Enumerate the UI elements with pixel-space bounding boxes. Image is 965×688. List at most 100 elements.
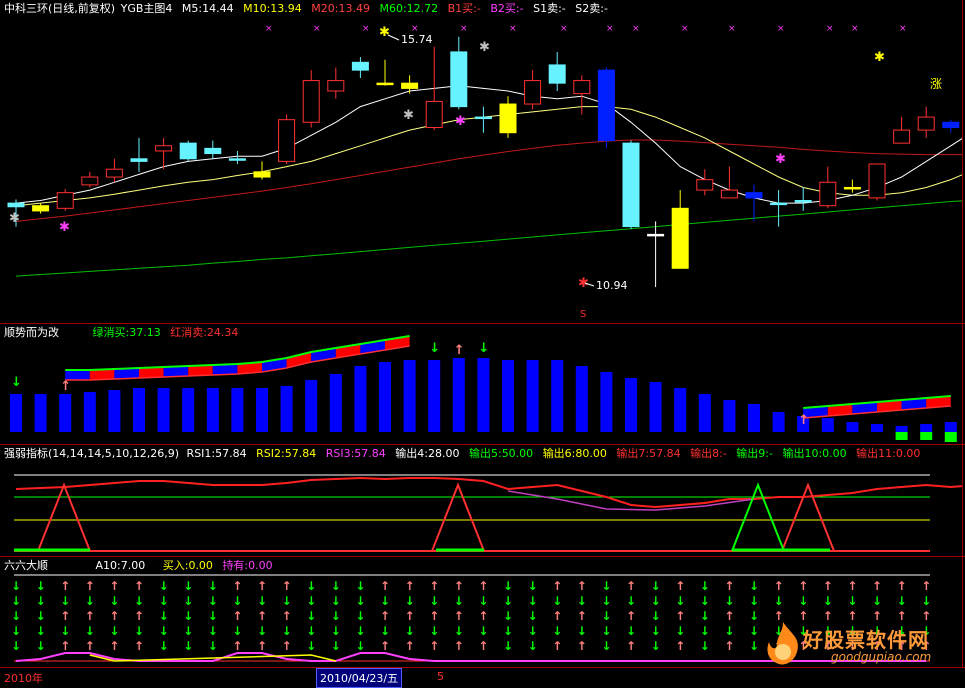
- down-arrow-icon: ↓: [183, 639, 193, 653]
- up-arrow-icon: ↑: [232, 609, 242, 623]
- trend-band-segment: [114, 368, 139, 379]
- down-arrow-icon: ↓: [675, 594, 685, 608]
- down-arrow-icon: ↓: [601, 609, 611, 623]
- watermark-url: goodgupiao.com: [831, 650, 932, 664]
- down-arrow-icon: ↓: [528, 579, 538, 593]
- down-arrow-icon: ↓: [577, 624, 587, 638]
- liuliu-title[interactable]: 六六大顺: [4, 559, 48, 572]
- candle-body: [548, 64, 566, 84]
- trend-arrow-icon: ↓: [11, 375, 22, 390]
- out6-readout: 输出6:80.00: [542, 447, 607, 460]
- signal-star-marker: ✱: [59, 220, 70, 235]
- trend-bar: [698, 394, 711, 432]
- trend-chart[interactable]: ↓ ↑ ↓ ↑ ↓ ↑: [0, 324, 962, 444]
- down-arrow-icon: ↓: [331, 609, 341, 623]
- trend-bar: [329, 374, 342, 432]
- out9-readout: 输出9:-: [736, 447, 773, 460]
- candle-body: [204, 147, 222, 155]
- down-arrow-icon: ↓: [552, 594, 562, 608]
- rsi-pane[interactable]: 强弱指标(14,14,14,5,10,12,26,9) RSI1:57.84 R…: [0, 445, 963, 556]
- down-arrow-icon: ↓: [528, 624, 538, 638]
- rsi1-readout: RSI1:57.84: [186, 447, 247, 460]
- a10-readout: A10:7.00: [95, 559, 146, 572]
- down-arrow-icon: ↓: [528, 609, 538, 623]
- high-pointer: [387, 34, 400, 41]
- down-arrow-icon: ↓: [159, 624, 169, 638]
- rsi-chart[interactable]: [0, 445, 962, 556]
- down-arrow-icon: ↓: [282, 594, 292, 608]
- ma10-line: [15, 106, 962, 207]
- date-axis[interactable]: 2010年 2010/04/23/五 5: [0, 667, 965, 688]
- down-arrow-icon: ↓: [651, 594, 661, 608]
- down-arrow-icon: ↓: [675, 624, 685, 638]
- candle-body: [450, 51, 468, 108]
- liuliu-chart[interactable]: ↓↓↓↓↓↓↓↓↓↓↑↓↑↓↑↑↓↑↓↑↑↓↑↓↑↑↓↑↓↑↓↓↓↓↓↓↓↓↓↓…: [0, 557, 962, 667]
- up-arrow-icon: ↑: [478, 579, 488, 593]
- down-arrow-icon: ↓: [651, 639, 661, 653]
- up-arrow-icon: ↑: [798, 639, 808, 653]
- up-arrow-icon: ↑: [872, 579, 882, 593]
- up-arrow-icon: ↑: [774, 609, 784, 623]
- up-arrow-icon: ↑: [282, 639, 292, 653]
- down-arrow-icon: ↓: [601, 639, 611, 653]
- trend-bar: [649, 382, 662, 432]
- trend-bar: [403, 360, 416, 432]
- down-arrow-icon: ↓: [331, 639, 341, 653]
- main-chart-header: 中科三环(日线,前复权) YGB主图4 M5:14.44 M10:13.94 M…: [4, 2, 614, 15]
- candle-body: [917, 116, 935, 131]
- down-arrow-icon: ↓: [454, 624, 464, 638]
- zhang-label: 涨: [930, 77, 943, 91]
- down-arrow-icon: ↓: [306, 624, 316, 638]
- out8-readout: 输出8:-: [690, 447, 727, 460]
- down-arrow-icon: ↓: [405, 594, 415, 608]
- rsi-magenta-line: [507, 490, 755, 511]
- trend-bar: [600, 372, 613, 432]
- red-cancel-sell-readout: 红消卖:24.34: [170, 326, 239, 339]
- down-arrow-icon: ↓: [503, 624, 513, 638]
- up-arrow-icon: ↑: [282, 609, 292, 623]
- stock-title: 中科三环(日线,前复权): [4, 2, 116, 15]
- watermark-brand: 好股票软件网: [803, 628, 929, 652]
- trend-bar: [379, 362, 391, 432]
- down-arrow-icon: ↓: [577, 594, 587, 608]
- candle-body: [327, 80, 345, 92]
- down-arrow-icon: ↓: [232, 624, 242, 638]
- up-arrow-icon: ↑: [60, 639, 70, 653]
- candle-body: [573, 80, 591, 95]
- candle-body: [819, 181, 837, 207]
- trend-bar: [797, 416, 810, 432]
- trend-pane[interactable]: ↓ ↑ ↓ ↑ ↓ ↑ 顺势而为改 绿消买:37.13 红消卖:24.34: [0, 324, 963, 444]
- trend-bar: [182, 388, 195, 432]
- down-arrow-icon: ↓: [897, 624, 907, 638]
- down-arrow-icon: ↓: [11, 624, 21, 638]
- trend-bar: [551, 360, 564, 432]
- down-arrow-icon: ↓: [454, 594, 464, 608]
- indicator-name[interactable]: YGB主图4: [120, 2, 173, 15]
- main-chart-pane[interactable]: × × × × × × × × × × × × × × × ✱ ✱ ✱ ✱ ✱ ✱ ✱ ✱ ✱ 中科三环(日线,前复权) YG…: [0, 0, 963, 322]
- trend-title[interactable]: 顺势而为改: [4, 326, 59, 339]
- rsi-title[interactable]: 强弱指标(14,14,14,5,10,12,26,9): [4, 447, 180, 460]
- up-arrow-icon: ↑: [675, 609, 685, 623]
- down-arrow-icon: ↓: [109, 624, 119, 638]
- trend-arrow-icon: ↓: [478, 341, 489, 356]
- signal-x-marker: ×: [411, 24, 419, 34]
- up-arrow-icon: ↑: [85, 579, 95, 593]
- signal-x-marker: ×: [606, 24, 614, 34]
- down-arrow-icon: ↓: [700, 594, 710, 608]
- trend-bar: [821, 418, 834, 432]
- liuliu-pane[interactable]: ↓ ↓ ↓ ↓ ↓ ↓ ↓ ↓ ↓ ↓ ↑ ↓ ↑ ↓ ↑ ↑ ↓ ↑ ↓ ↑ ↑ ↓ ↑ ↓ ↑ ↑ ↓ ↑ ↓ ↑ ↓ ↓ ↓ ↓ ↓ ↓ ↓ ↓ ↓ ↓…: [0, 557, 963, 667]
- down-arrow-icon: ↓: [306, 639, 316, 653]
- up-arrow-icon: ↑: [626, 609, 636, 623]
- down-arrow-icon: ↓: [355, 594, 365, 608]
- down-arrow-icon: ↓: [749, 594, 759, 608]
- down-arrow-icon: ↓: [355, 624, 365, 638]
- signal-x-marker: ×: [632, 24, 640, 34]
- down-arrow-icon: ↓: [478, 594, 488, 608]
- signal-x-marker: ×: [460, 24, 468, 34]
- candlestick-chart[interactable]: × × × × × × × × × × × × × × × ✱ ✱ ✱ ✱ ✱ ✱ ✱ ✱ ✱: [0, 0, 962, 322]
- candle-body: [942, 121, 960, 128]
- candle-body: [376, 82, 394, 86]
- rsi-peak-signal: [431, 482, 485, 552]
- down-arrow-icon: ↓: [724, 594, 734, 608]
- up-arrow-icon: ↑: [847, 639, 857, 653]
